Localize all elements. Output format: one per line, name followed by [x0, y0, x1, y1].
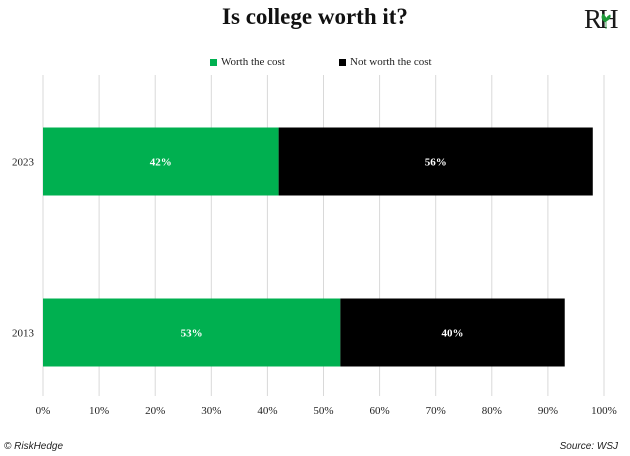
bar-value-label: 42% [150, 157, 172, 169]
x-tick-label: 70% [426, 405, 446, 417]
legend-label-not-worth: Not worth the cost [350, 56, 432, 68]
x-tick-label: 40% [257, 405, 277, 417]
logo-text: RH [584, 4, 618, 34]
legend-swatch-not-worth [339, 58, 346, 66]
bar-value-label: 40% [442, 328, 464, 340]
bar-not-worth [278, 127, 593, 196]
legend-swatch-worth [210, 58, 217, 66]
source-footer: Source: WSJ [559, 441, 618, 452]
x-tick-label: 90% [538, 405, 558, 417]
copyright-footer: © RiskHedge [4, 441, 64, 452]
x-tick-label: 50% [313, 405, 333, 417]
y-category-label: 2013 [12, 328, 35, 340]
legend-label-worth: Worth the cost [221, 56, 285, 68]
bar-value-label: 53% [181, 328, 203, 340]
y-category-label: 2023 [12, 157, 35, 169]
x-tick-label: 0% [36, 405, 51, 417]
x-tick-label: 20% [145, 405, 165, 417]
chart-title: Is college worth it? [222, 4, 408, 29]
legend-item-not-worth: Not worth the cost [339, 56, 432, 68]
leaf-icon [601, 13, 611, 29]
x-tick-label: 10% [89, 405, 109, 417]
legend-item-worth: Worth the cost [210, 56, 285, 68]
bar-value-label: 56% [425, 157, 447, 169]
bar-worth [43, 298, 341, 367]
x-tick-label: 80% [482, 405, 502, 417]
x-tick-label: 60% [370, 405, 390, 417]
x-tick-label: 100% [591, 405, 617, 417]
bar-not-worth [340, 298, 565, 367]
x-tick-label: 30% [201, 405, 221, 417]
bar-worth [43, 127, 279, 196]
riskhedge-logo: RH [584, 4, 628, 34]
